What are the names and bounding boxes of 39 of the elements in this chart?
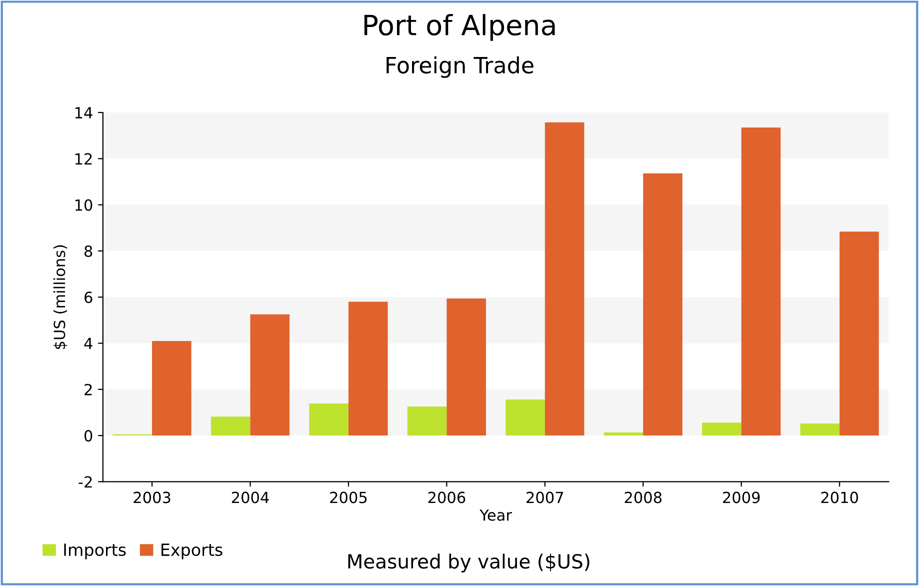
y-tick-label: -2: [78, 476, 92, 488]
y-tick-label: 12: [75, 153, 92, 164]
bar: [210, 416, 250, 436]
x-tick-label: 2007: [526, 492, 564, 504]
bar: [604, 432, 644, 436]
y-axis-title: $US (millions): [53, 245, 68, 349]
bar: [840, 232, 879, 436]
x-tick-label: 2006: [428, 492, 466, 504]
y-tick-label: 0: [84, 430, 92, 442]
bar: [702, 422, 742, 436]
x-tick-label: 2008: [624, 492, 662, 504]
bar: [348, 302, 388, 436]
chart-subtitle: Foreign Trade: [386, 56, 534, 78]
bar: [506, 400, 545, 436]
bar: [250, 314, 290, 436]
x-axis-title: Year: [480, 509, 512, 521]
bar: [152, 340, 192, 436]
legend-label: Imports: [64, 544, 126, 560]
x-tick-label: 2009: [723, 492, 760, 504]
y-tick-label: 4: [84, 338, 92, 350]
text: Measured by value ($US): [348, 554, 590, 572]
y-tick-label: 6: [84, 292, 92, 304]
x-tick-label: 2004: [232, 492, 269, 504]
bar: [643, 173, 682, 436]
bar: [741, 128, 781, 436]
y-tick-label: 8: [84, 245, 92, 257]
chart-title: Port of Alpena: [364, 14, 555, 41]
bar: [407, 406, 447, 436]
bar: [309, 403, 348, 436]
x-tick-label: 2010: [821, 492, 858, 504]
legend-label: Exports: [162, 544, 222, 560]
bar: [446, 298, 486, 436]
y-tick-label: 2: [84, 384, 92, 396]
x-tick-label: 2005: [330, 492, 367, 504]
y-tick-label: 10: [75, 199, 92, 211]
y-tick-label: 14: [75, 107, 92, 118]
x-tick-label: 2003: [134, 492, 170, 504]
bar: [544, 122, 584, 436]
bar: [800, 424, 840, 436]
